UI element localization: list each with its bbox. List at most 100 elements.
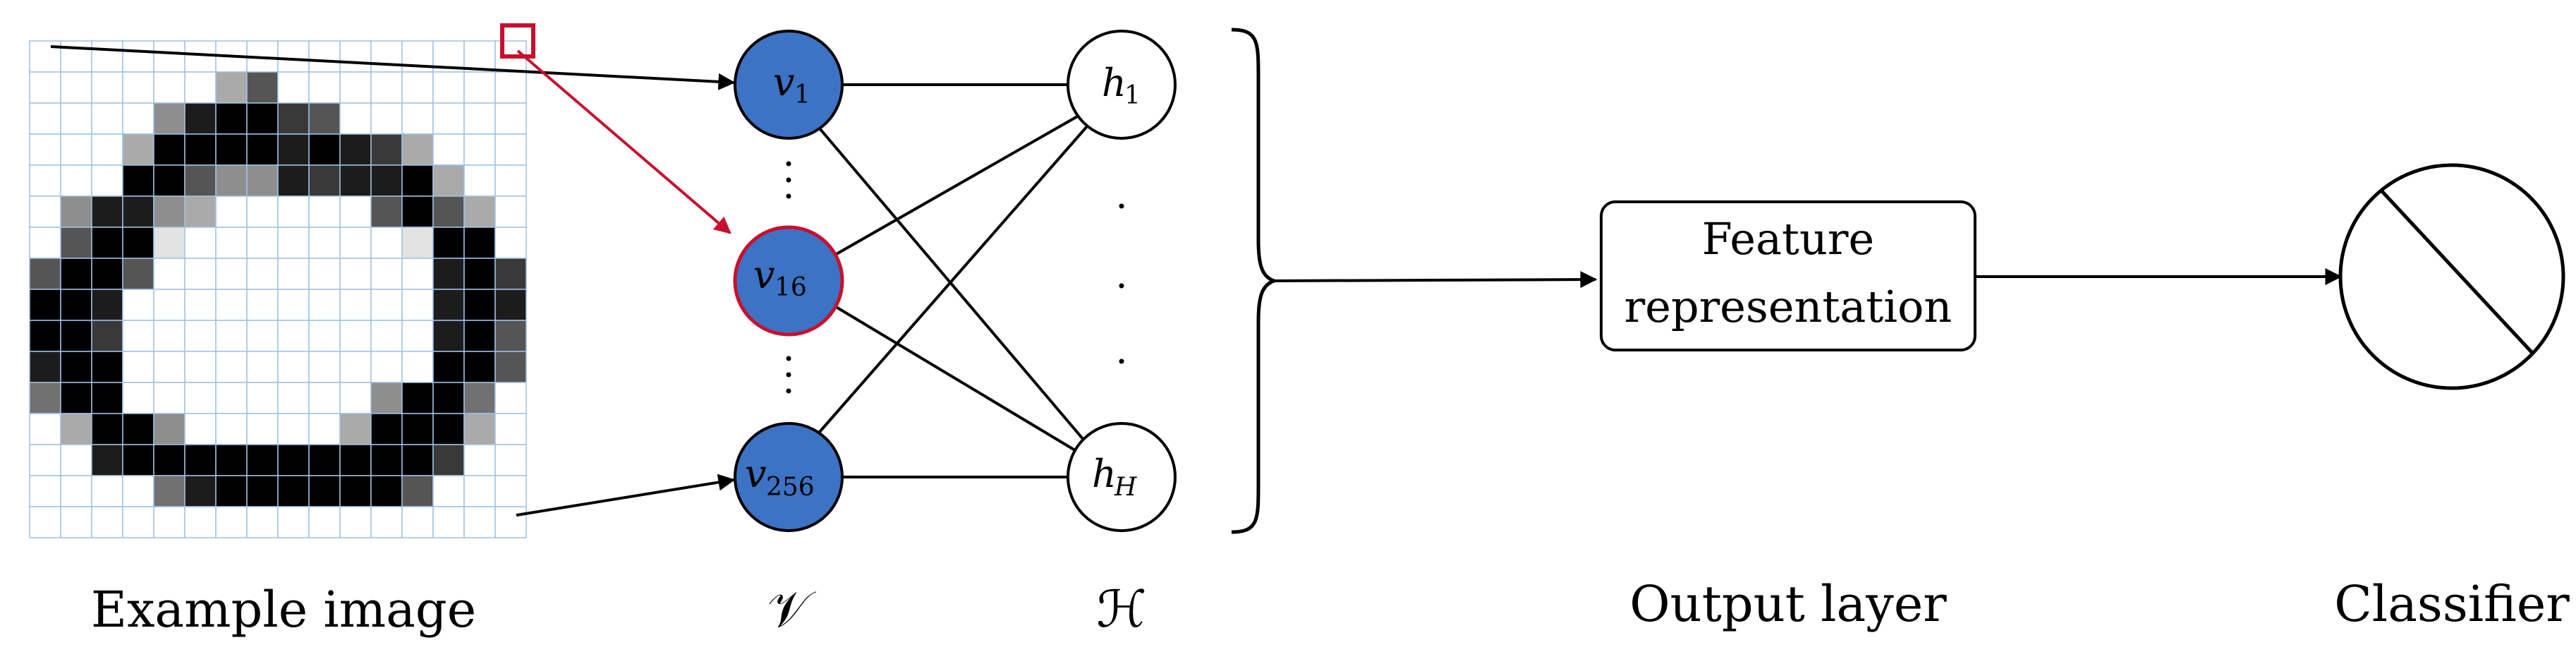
image-pixel [432,164,465,197]
image-pixel [370,40,403,73]
image-pixel [339,413,372,445]
image-pixel [246,351,279,383]
hH-sub: H [1114,473,1137,502]
image-pixel [184,195,217,228]
image-pixel [463,227,496,259]
image-pixel [29,102,61,135]
image-pixel [463,444,496,476]
image-pixel [153,195,186,228]
arrow-image-to-v256 [516,474,736,517]
v16-base: v [753,253,775,297]
image-pixel [432,195,465,228]
image-pixel [184,102,217,135]
image-pixel [463,320,496,352]
visible-unit-v1: v 1 [734,30,844,140]
image-pixel [215,413,248,445]
image-pixel [153,320,186,352]
image-pixel [339,351,372,383]
image-pixel [215,71,248,104]
image-pixel [184,40,217,73]
image-pixel [153,289,186,321]
image-pixel [153,133,186,166]
image-pixel [91,133,123,166]
image-pixel [494,444,527,476]
image-pixel [370,413,403,445]
image-pixel [60,258,92,290]
image-pixel [122,40,154,73]
image-pixel [215,444,248,476]
image-pixel [60,444,92,476]
image-pixel [215,289,248,321]
image-pixel [246,164,279,197]
arrow-to-feature [1273,271,1598,289]
image-pixel [463,289,496,321]
image-pixel [432,475,465,507]
image-pixel [432,71,465,104]
image-pixel [91,71,123,104]
image-pixel [339,102,372,135]
image-pixel [463,382,496,414]
image-pixel [277,382,310,414]
image-pixel [463,351,496,383]
image-pixel [215,382,248,414]
image-pixel [339,289,372,321]
image-pixel [308,40,341,73]
example-image-grid [29,40,527,538]
image-pixel [246,289,279,321]
image-pixel [122,382,154,414]
image-pixel [432,351,465,383]
image-pixel [463,413,496,445]
image-pixel [60,40,92,73]
image-pixel [370,133,403,166]
curly-brace [1231,28,1280,534]
label-output-layer: Output layer [1629,575,1947,633]
image-pixel [432,506,465,538]
image-pixel [184,413,217,445]
v1-base: v [773,60,795,104]
image-pixel [122,227,154,259]
image-pixel [308,320,341,352]
image-pixel [122,475,154,507]
image-pixel [339,506,372,538]
image-pixel [308,71,341,104]
image-pixel [370,289,403,321]
image-pixel [91,382,123,414]
image-pixel [494,382,527,414]
image-pixel [184,382,217,414]
image-pixel [432,413,465,445]
hidden-unit-h1: h 1 [1067,30,1177,140]
image-pixel [432,382,465,414]
highlighted-pixel [500,23,535,59]
v256-sub: 256 [766,473,815,502]
image-pixel [246,506,279,538]
image-pixel [494,320,527,352]
image-pixel [122,506,154,538]
image-pixel [308,195,341,228]
image-pixel [370,227,403,259]
image-pixel [463,506,496,538]
image-pixel [122,133,154,166]
image-pixel [184,133,217,166]
image-pixel [246,413,279,445]
image-pixel [339,195,372,228]
image-pixel [91,506,123,538]
image-pixel [60,320,92,352]
image-pixel [308,164,341,197]
image-pixel [29,351,61,383]
image-pixel [122,444,154,476]
image-pixel [184,320,217,352]
image-pixel [339,71,372,104]
image-pixel [401,351,434,383]
image-pixel [401,382,434,414]
image-pixel [215,320,248,352]
visible-unit-v16: v 16 [733,225,844,337]
image-pixel [60,475,92,507]
image-pixel [370,320,403,352]
feature-box: Feature representation [1600,200,1976,351]
image-pixel [308,258,341,290]
image-pixel [153,413,186,445]
image-pixel [246,102,279,135]
image-pixel [401,506,434,538]
image-pixel [432,258,465,290]
